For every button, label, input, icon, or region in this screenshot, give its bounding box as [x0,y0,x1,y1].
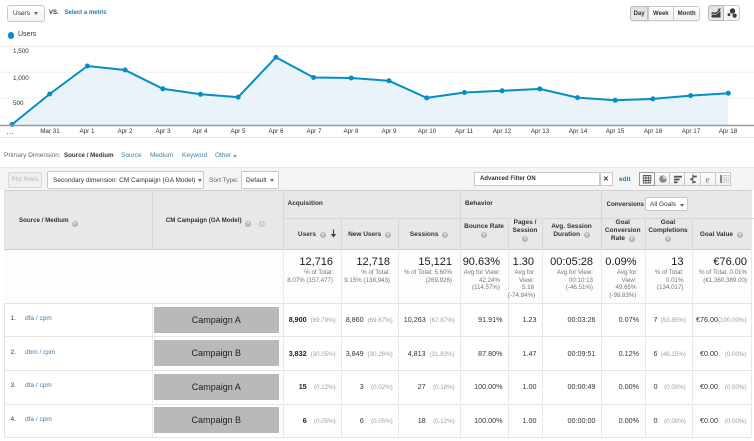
svg-text:e: e [705,176,709,184]
